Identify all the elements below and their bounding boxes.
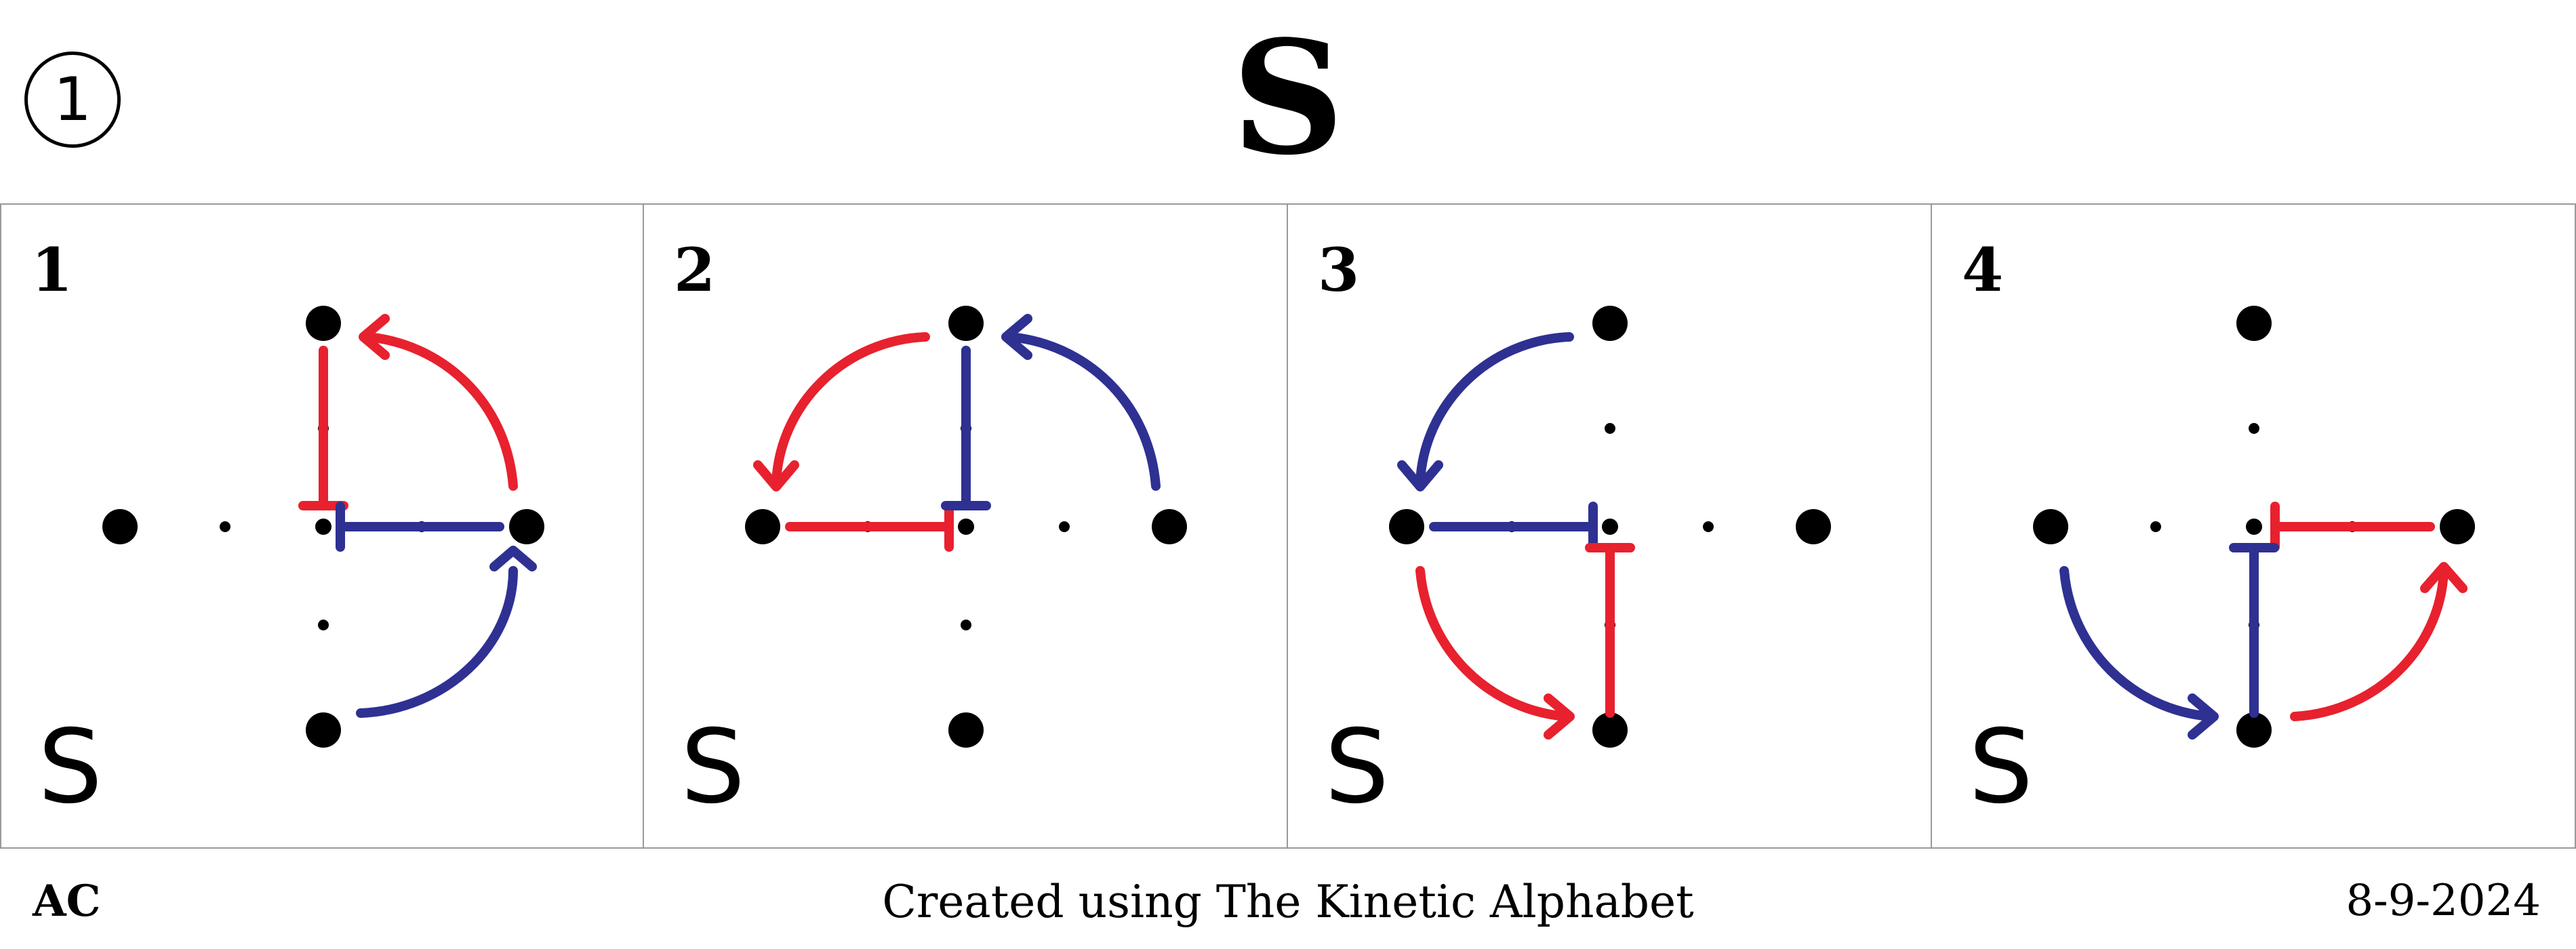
inner-dot-right: [1059, 521, 1070, 532]
panel-3-diagram: [1389, 306, 1831, 748]
inner-dot-bottom: [318, 620, 329, 630]
inner-dot-bottom: [961, 620, 971, 630]
header-number-circle: 1: [24, 52, 121, 148]
inner-dot-top: [2249, 423, 2259, 434]
outer-dot-bottom: [2236, 712, 2272, 748]
red-hand: [298, 314, 518, 510]
panel-number: 1: [31, 235, 73, 305]
red-arc: [363, 332, 518, 491]
panel-2: 2 S: [644, 203, 1288, 849]
panel-4: 4 S: [1932, 203, 2576, 849]
credit-text: Created using The Kinetic Alphabet: [882, 876, 1694, 928]
red-arrowhead: [359, 314, 390, 360]
header-number: 1: [54, 64, 92, 134]
center-dot: [958, 519, 974, 535]
outer-dot-right: [1796, 509, 1831, 544]
blue-arc: [2059, 566, 2215, 721]
red-hand: [1415, 543, 1635, 740]
blue-arrowhead: [489, 546, 537, 571]
outer-dot-left: [102, 509, 138, 544]
blue-arrowhead: [2188, 693, 2219, 740]
blue-hand: [1397, 332, 1598, 552]
outer-dot-bottom: [948, 712, 984, 748]
center-dot: [2246, 519, 2262, 535]
outer-dot-bottom: [1592, 712, 1628, 748]
panel-number: 4: [1962, 235, 2004, 305]
blue-hand: [941, 314, 1161, 510]
red-arc: [771, 332, 930, 487]
outer-dot-right: [2440, 509, 2475, 544]
blue-arc: [356, 566, 518, 718]
inner-dot-right: [1703, 521, 1714, 532]
panel-letter: S: [1325, 708, 1390, 826]
red-hand: [753, 332, 954, 552]
outer-dot-left: [745, 509, 780, 544]
panel-3: 3 S: [1288, 203, 1932, 849]
outer-dot-top: [1592, 306, 1628, 341]
panel-1-diagram: [102, 306, 544, 748]
panel-grid: 1 S: [0, 203, 2576, 849]
outer-dot-left: [1389, 509, 1424, 544]
red-arrowhead: [753, 460, 799, 491]
panel-number: 2: [674, 235, 716, 305]
outer-dot-top: [306, 306, 341, 341]
blue-arc: [1415, 332, 1574, 487]
outer-dot-left: [2033, 509, 2068, 544]
author-initials: AC: [33, 876, 101, 927]
red-arc: [1415, 566, 1571, 721]
outer-dot-top: [2236, 306, 2272, 341]
red-hand: [2270, 502, 2468, 721]
panel-1: 1 S: [0, 203, 644, 849]
outer-dot-right: [509, 509, 544, 544]
panel-letter: S: [1969, 708, 2034, 826]
panel-number: 3: [1318, 235, 1360, 305]
panel-2-diagram: [745, 306, 1187, 748]
blue-arc: [1005, 332, 1161, 491]
red-arrowhead: [2420, 562, 2468, 593]
panel-letter: S: [38, 708, 103, 826]
inner-dot-top: [1605, 423, 1615, 434]
date-text: 8-9-2024: [2346, 876, 2541, 926]
grid-dots: [1389, 306, 1831, 748]
blue-hand: [2059, 543, 2279, 740]
outer-dot-bottom: [306, 712, 341, 748]
outer-dot-right: [1152, 509, 1187, 544]
footer: AC Created using The Kinetic Alphabet 8-…: [0, 849, 2576, 949]
outer-dot-top: [948, 306, 984, 341]
header: 1 S: [0, 0, 2576, 203]
inner-dot-left: [2150, 521, 2161, 532]
center-dot: [1602, 519, 1618, 535]
page-title: S: [1231, 7, 1345, 190]
red-arrowhead: [1544, 693, 1575, 740]
blue-arrowhead: [1397, 460, 1443, 491]
panel-letter: S: [681, 708, 746, 826]
blue-hand: [336, 502, 537, 718]
red-arc: [2290, 566, 2449, 721]
blue-arrowhead: [1001, 314, 1032, 360]
center-dot: [315, 519, 331, 535]
inner-dot-left: [220, 521, 230, 532]
panel-4-diagram: [2033, 306, 2475, 748]
